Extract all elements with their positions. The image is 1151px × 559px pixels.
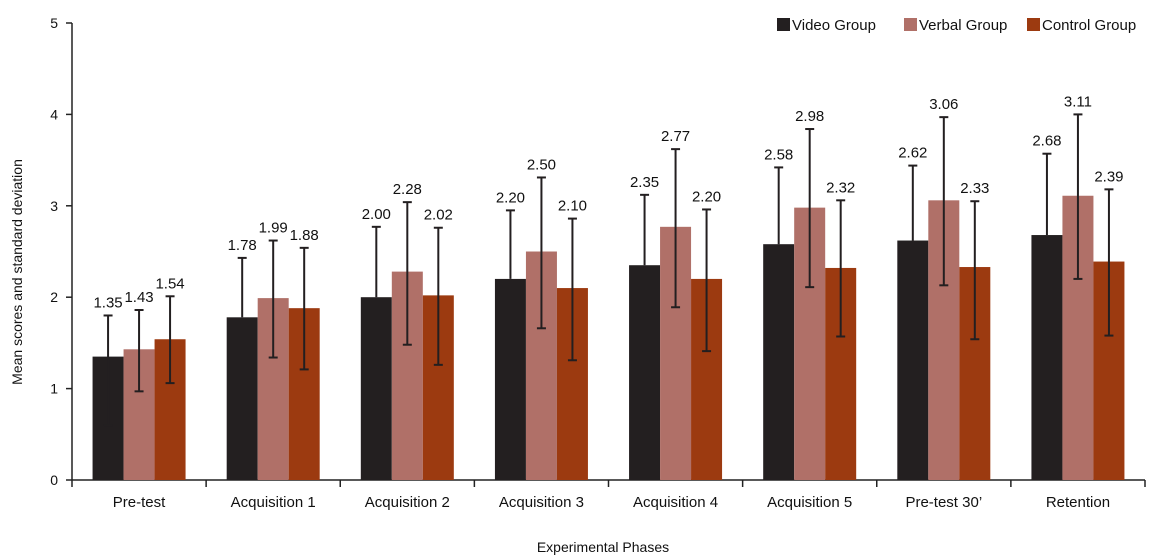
value-labels-layer: 1.35 1.431.54 1.781.99 1.88 2.002.282.02 2.20…	[93, 93, 1123, 311]
y-tick-label: 3	[50, 198, 58, 214]
bars-layer	[92, 195, 1125, 481]
x-tick-label: Acquisition 3	[499, 494, 584, 511]
data-label: 3.11	[1064, 93, 1092, 110]
data-label: 1.88	[290, 227, 319, 244]
bar	[494, 278, 526, 480]
data-label: 2.02	[424, 207, 453, 224]
x-tick-label: Pre-test 30’	[905, 494, 982, 511]
x-tick-label: Acquisition 4	[633, 494, 718, 511]
data-label: 1.78	[228, 237, 257, 254]
legend-swatch	[777, 18, 790, 31]
data-label: 2.62	[898, 145, 927, 162]
y-axis-title: Mean scores and standard deviation	[9, 159, 25, 385]
data-label: 1.54	[155, 275, 184, 292]
bar	[629, 265, 661, 480]
bar	[897, 240, 929, 480]
legend-label: Video Group	[792, 17, 876, 34]
error-bars-layer	[103, 113, 1114, 427]
data-label: 2.32	[826, 179, 855, 196]
bar	[763, 244, 795, 480]
legend-label: Control Group	[1042, 17, 1136, 34]
legend: Video Group Verbal Group Control Group	[777, 17, 1136, 34]
x-tick-label: Acquisition 1	[231, 494, 316, 511]
data-label: 2.98	[795, 108, 824, 125]
data-label: 2.10	[558, 198, 587, 215]
x-axis-title: Experimental Phases	[537, 539, 669, 555]
x-tick-label: Acquisition 2	[365, 494, 450, 511]
data-label: 2.50	[527, 156, 556, 173]
data-label: 1.35	[93, 294, 122, 311]
y-tick-label: 4	[50, 106, 58, 122]
x-tick-label: Retention	[1046, 494, 1110, 511]
data-label: 2.68	[1032, 133, 1061, 150]
bar	[1031, 235, 1063, 480]
data-label: 2.28	[393, 181, 422, 198]
legend-swatch	[904, 18, 917, 31]
y-tick-label: 5	[50, 15, 58, 31]
data-label: 2.20	[692, 188, 721, 205]
data-label: 2.33	[960, 180, 989, 197]
data-label: 1.99	[259, 220, 288, 237]
data-label: 2.39	[1094, 168, 1123, 185]
bar	[226, 317, 258, 480]
y-tick-label: 0	[50, 472, 58, 488]
data-label: 2.00	[362, 206, 391, 223]
data-label: 2.58	[764, 146, 793, 163]
data-label: 3.06	[929, 96, 958, 113]
legend-swatch	[1027, 18, 1040, 31]
data-label: 2.77	[661, 128, 690, 145]
y-tick-label: 1	[50, 381, 58, 397]
data-label: 2.20	[496, 189, 525, 206]
legend-label: Verbal Group	[919, 17, 1007, 34]
x-tick-label: Pre-test	[113, 494, 166, 511]
y-tick-label: 2	[50, 289, 58, 305]
bar	[360, 297, 392, 480]
data-label: 2.35	[630, 174, 659, 191]
x-tick-label: Acquisition 5	[767, 494, 852, 511]
data-label: 1.43	[124, 289, 153, 306]
